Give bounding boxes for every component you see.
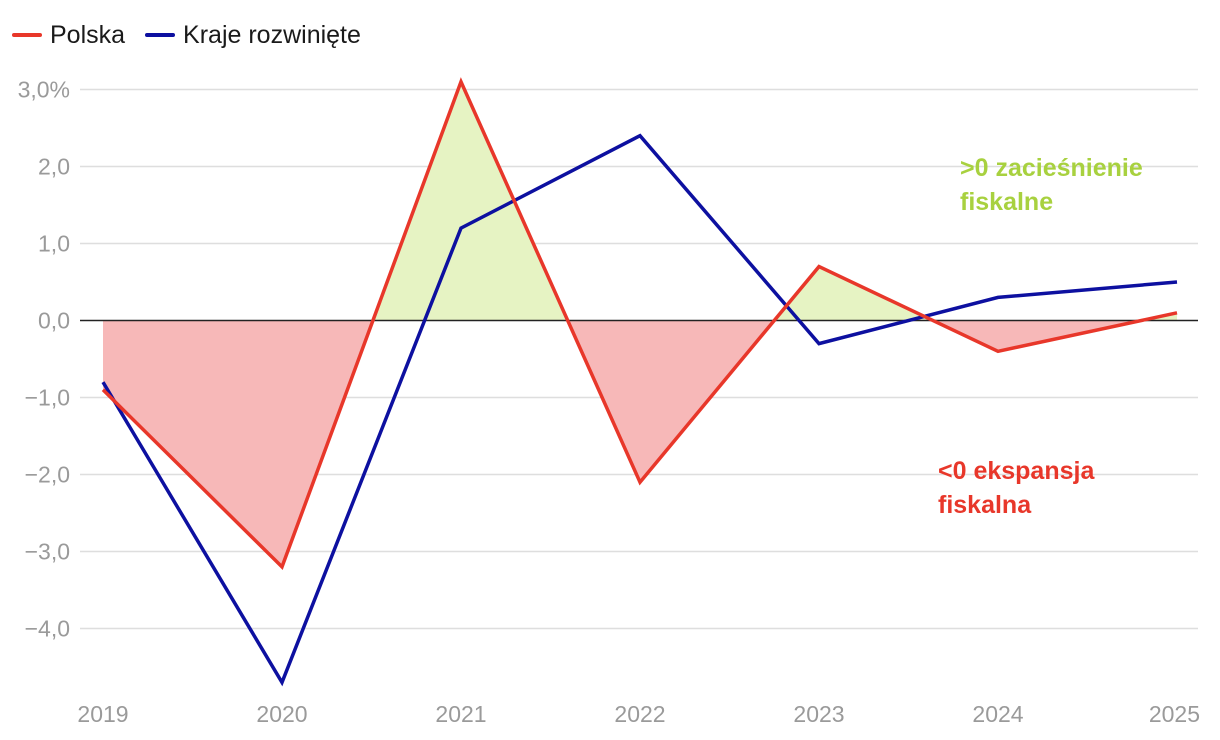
- series-line-polska: [101, 77, 1178, 571]
- series-line-kraje-rozwiniete: [101, 133, 1178, 687]
- y-tick-label: 3,0%: [18, 77, 70, 103]
- annotation-line: fiskalna: [938, 491, 1032, 519]
- x-tick-label: 2024: [972, 701, 1023, 727]
- fill-areas: [103, 81, 1177, 567]
- y-tick-label: −1,0: [25, 385, 70, 411]
- x-tick-labels: 2019 2020 2021 2022 2023 2024 2025: [77, 701, 1200, 727]
- x-tick-label: 2025: [1149, 701, 1200, 727]
- y-tick-label: −3,0: [25, 539, 70, 565]
- legend-swatch-polska: [12, 33, 42, 37]
- annotation-expansion: <0 ekspansja fiskalna: [938, 457, 1095, 519]
- x-tick-label: 2022: [614, 701, 665, 727]
- y-tick-label: −2,0: [25, 462, 70, 488]
- x-tick-label: 2019: [77, 701, 128, 727]
- legend: Polska Kraje rozwinięte: [12, 18, 361, 52]
- legend-label-kraje-rozwiniete: Kraje rozwinięte: [183, 20, 361, 49]
- positive-fill-area: [372, 81, 568, 321]
- annotations: >0 zacieśnienie fiskalne <0 ekspansja fiska…: [938, 154, 1143, 519]
- negative-fill-area: [103, 320, 373, 567]
- legend-item-kraje-rozwiniete: Kraje rozwinięte: [145, 21, 361, 50]
- legend-item-polska: Polska: [12, 21, 125, 50]
- legend-label-polska: Polska: [50, 20, 126, 49]
- y-tick-label: 1,0: [38, 231, 70, 257]
- y-tick-label: −4,0: [25, 616, 70, 642]
- annotation-line: fiskalne: [960, 188, 1053, 216]
- x-tick-label: 2020: [256, 701, 307, 727]
- y-tick-labels: 3,0% 2,0 1,0 0,0 −1,0 −2,0 −3,0 −4,0: [18, 77, 70, 642]
- legend-swatch-kraje-rozwiniete: [145, 33, 176, 37]
- positive-fill-area: [774, 266, 933, 321]
- x-tick-label: 2023: [793, 701, 844, 727]
- annotation-line: <0 ekspansja: [938, 457, 1095, 485]
- annotation-line: >0 zacieśnienie: [960, 154, 1143, 182]
- y-tick-label: 0,0: [38, 308, 70, 334]
- negative-fill-area: [567, 320, 775, 483]
- y-tick-label: 2,0: [38, 154, 70, 180]
- annotation-tightening: >0 zacieśnienie fiskalne: [960, 154, 1143, 216]
- series-lines: [101, 77, 1178, 687]
- x-tick-label: 2021: [435, 701, 486, 727]
